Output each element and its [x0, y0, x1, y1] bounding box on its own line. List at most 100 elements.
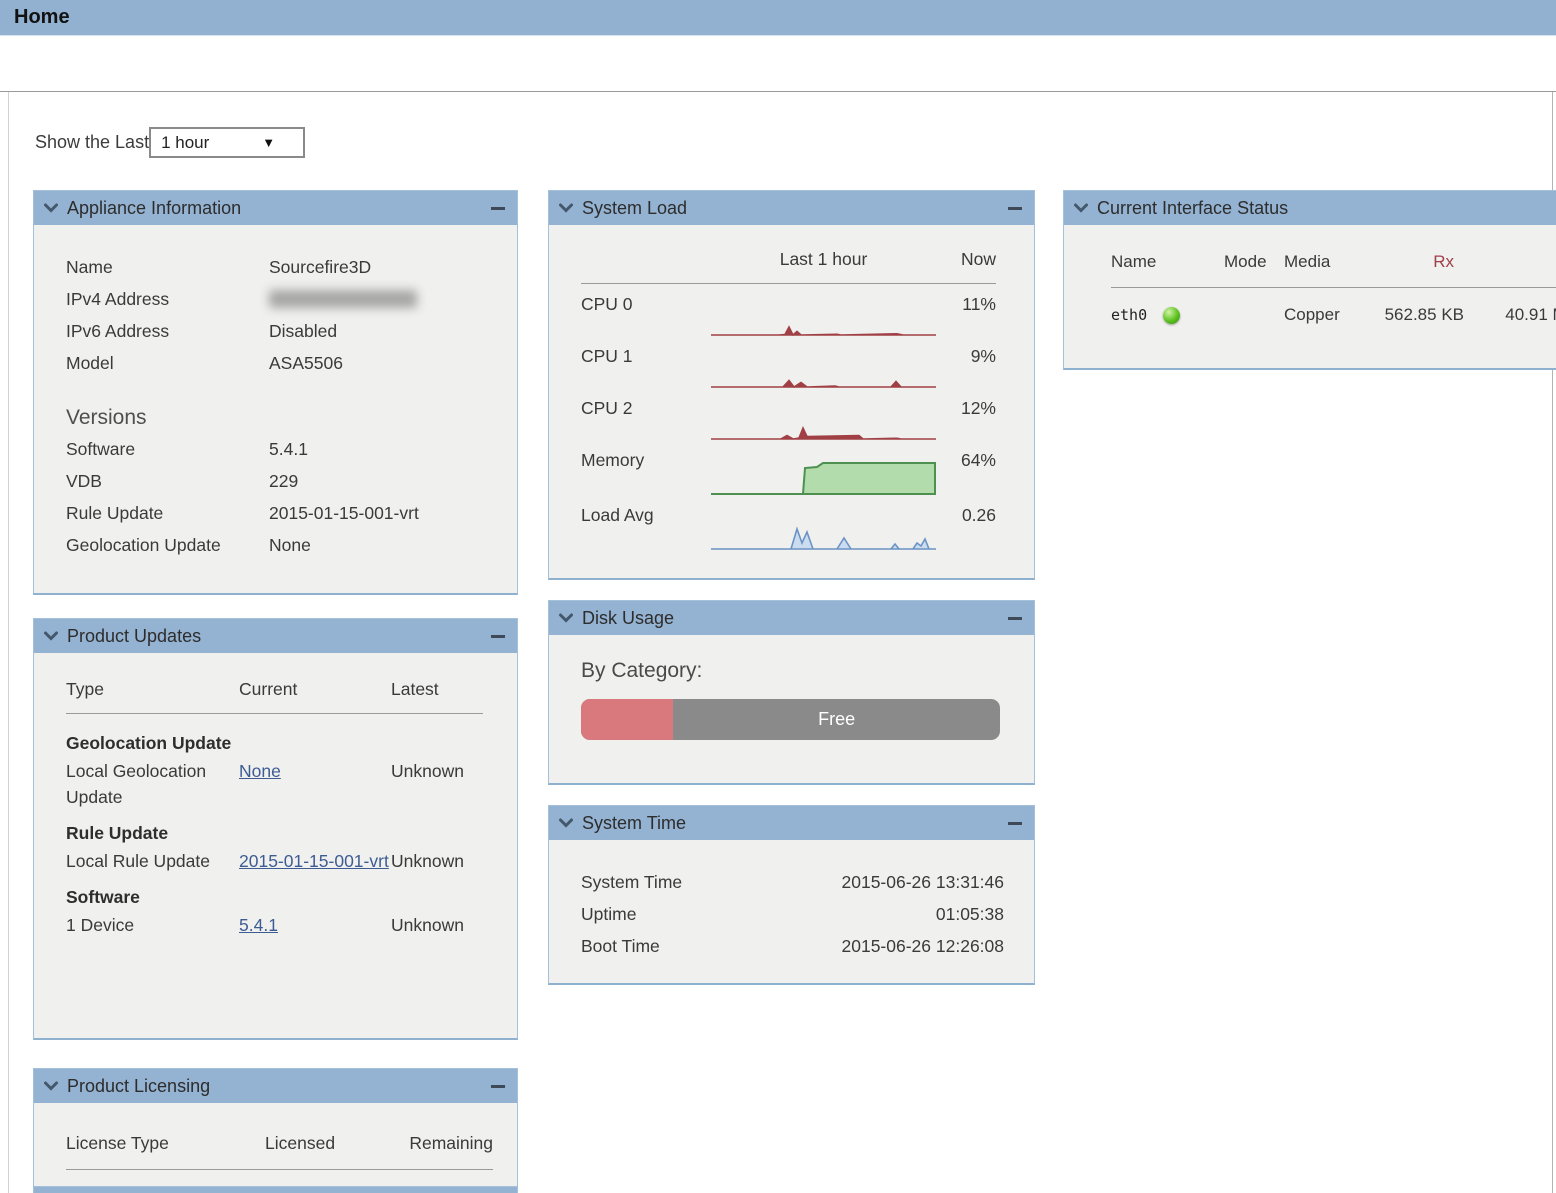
versions-heading: Versions — [66, 406, 147, 429]
interface-name: eth0 — [1111, 306, 1148, 324]
cpu1-sparkline — [711, 379, 936, 389]
load-avg-sparkline — [711, 526, 936, 550]
tab-label: ASA FirePOWER Status — [119, 58, 320, 79]
cpu2-sparkline — [711, 425, 936, 440]
version-row: Geolocation Update None — [66, 535, 311, 555]
content-right-border — [1552, 92, 1553, 1193]
system-load-row-cpu1: CPU 1 9% — [581, 338, 996, 390]
tab-label: ASA FirePOWER Reporting — [116, 58, 345, 79]
system-load-row-cpu2: CPU 2 12% — [581, 390, 996, 442]
collapse-icon[interactable] — [491, 634, 505, 638]
tab-label: Device Dashboard — [107, 58, 260, 79]
update-row: Local Rule Update 2015-01-15-001-vrt Unk… — [66, 851, 464, 871]
disk-free-label: Free — [818, 709, 856, 729]
chevron-down-icon — [559, 818, 573, 828]
appliance-row: IPv6 Address Disabled — [66, 321, 338, 341]
uptime-row: Uptime 01:05:38 — [581, 904, 1004, 924]
time-range-filter: Show the Last 1 hour ▼ — [35, 127, 306, 158]
dropdown-caret-icon: ▼ — [262, 135, 276, 150]
disk-usage-header[interactable]: Disk Usage — [549, 601, 1034, 635]
group-heading-rule-update: Rule Update — [66, 823, 169, 843]
appliance-row: Model ASA5506 — [66, 353, 343, 373]
content-left-border — [8, 92, 9, 1193]
divider — [66, 1169, 493, 1170]
product-updates-header[interactable]: Product Updates — [34, 619, 517, 653]
time-range-select[interactable]: 1 hour ▼ — [149, 127, 306, 158]
appliance-row: Name Sourcefire3D — [66, 257, 372, 277]
system-load-row-memory: Memory 64% — [581, 442, 996, 497]
rx-value: 562.85 KB — [1384, 305, 1464, 324]
chevron-down-icon — [559, 613, 573, 623]
tab-label: ASA FirePOWER Dashboard — [113, 55, 352, 77]
disk-usage-panel: Disk Usage By Category: Free — [548, 600, 1035, 785]
product-licensing-panel: Product Licensing License Type Licensed … — [33, 1068, 518, 1193]
disk-used-segment — [581, 699, 674, 740]
firewall-dashboard-icon — [73, 55, 101, 83]
next-panel-header-peek — [33, 1186, 518, 1193]
history-column-label: Last 1 hour — [779, 249, 868, 269]
current-interface-status-panel: Current Interface Status Name Mode Media… — [1063, 190, 1556, 370]
geolocation-update-link[interactable]: None — [239, 761, 281, 781]
appliance-information-header[interactable]: Appliance Information — [34, 191, 517, 225]
collapse-icon[interactable] — [491, 206, 505, 210]
rule-update-link[interactable]: 2015-01-15-001-vrt — [239, 851, 389, 871]
licensing-table-header: License Type Licensed Remaining — [66, 1133, 493, 1153]
system-load-row-loadavg: Load Avg 0.26 — [581, 497, 996, 552]
cpu0-sparkline — [711, 325, 936, 337]
divider — [66, 713, 483, 714]
disk-usage-bar: Free — [581, 699, 1000, 740]
update-row: 1 Device 5.4.1 Unknown — [66, 915, 464, 935]
group-heading-geolocation: Geolocation Update — [66, 733, 232, 753]
asa-firepower-reporting-icon — [79, 55, 107, 83]
panel-title: Current Interface Status — [1097, 197, 1289, 218]
system-load-panel: System Load Last 1 hour Now CPU 0 11% CP… — [548, 190, 1035, 580]
rx-column-header: Rx — [1433, 252, 1454, 271]
tab-strip-baseline — [0, 91, 1556, 92]
chevron-down-icon — [559, 203, 573, 213]
collapse-icon[interactable] — [1008, 821, 1022, 825]
panel-title: Disk Usage — [582, 607, 675, 628]
interface-table-header: Name Mode Media Rx Tx — [1111, 249, 1556, 275]
dashboard-tab-strip: Device Dashboard Firewall — [0, 40, 1556, 92]
update-row: Local Geolocation Update None Unknown — [66, 761, 464, 807]
system-time-panel: System Time System Time 2015-06-26 13:31… — [548, 805, 1035, 985]
divider — [581, 283, 996, 284]
divider — [1111, 287, 1556, 288]
now-column-label: Now — [960, 249, 996, 269]
chevron-down-icon — [44, 1081, 58, 1091]
version-row: Rule Update 2015-01-15-001-vrt — [66, 503, 419, 523]
collapse-icon[interactable] — [1008, 206, 1022, 210]
tx-value: 40.91 MB — [1505, 305, 1556, 324]
page-title: Home — [14, 6, 70, 28]
updates-table-header: Type Current Latest — [66, 679, 439, 699]
panel-title: Appliance Information — [67, 197, 242, 218]
chevron-down-icon — [1074, 203, 1088, 213]
system-time-row: System Time 2015-06-26 13:31:46 — [581, 872, 1004, 892]
chevron-down-icon — [44, 203, 58, 213]
system-time-header[interactable]: System Time — [549, 806, 1034, 840]
collapse-icon[interactable] — [1008, 616, 1022, 620]
panel-title: System Load — [582, 197, 688, 218]
version-row: VDB 229 — [66, 471, 299, 491]
product-licensing-header[interactable]: Product Licensing — [34, 1069, 517, 1103]
tab-label: Firewall Dashboard — [110, 58, 270, 79]
chevron-down-icon — [44, 631, 58, 641]
link-up-led-icon — [1163, 306, 1181, 324]
appliance-row: IPv4 Address — [66, 283, 497, 315]
device-dashboard-icon — [70, 55, 98, 83]
time-range-label: Show the Last — [35, 132, 150, 152]
software-version-link[interactable]: 5.4.1 — [239, 915, 278, 935]
panel-title: Product Updates — [67, 625, 202, 646]
tx-column-header: Tx — [1464, 249, 1556, 275]
system-load-header[interactable]: System Load — [549, 191, 1034, 225]
boot-time-row: Boot Time 2015-06-26 12:26:08 — [581, 936, 1004, 956]
by-category-heading: By Category: — [581, 659, 703, 682]
product-updates-panel: Product Updates Type Current Latest Geol… — [33, 618, 518, 1040]
group-heading-software: Software — [66, 887, 140, 907]
collapse-icon[interactable] — [491, 1084, 505, 1088]
current-interface-status-header[interactable]: Current Interface Status — [1064, 191, 1556, 225]
system-load-row-cpu0: CPU 0 11% — [581, 286, 996, 338]
page-title-bar: Home — [0, 0, 1556, 36]
panel-title: Product Licensing — [67, 1075, 211, 1096]
